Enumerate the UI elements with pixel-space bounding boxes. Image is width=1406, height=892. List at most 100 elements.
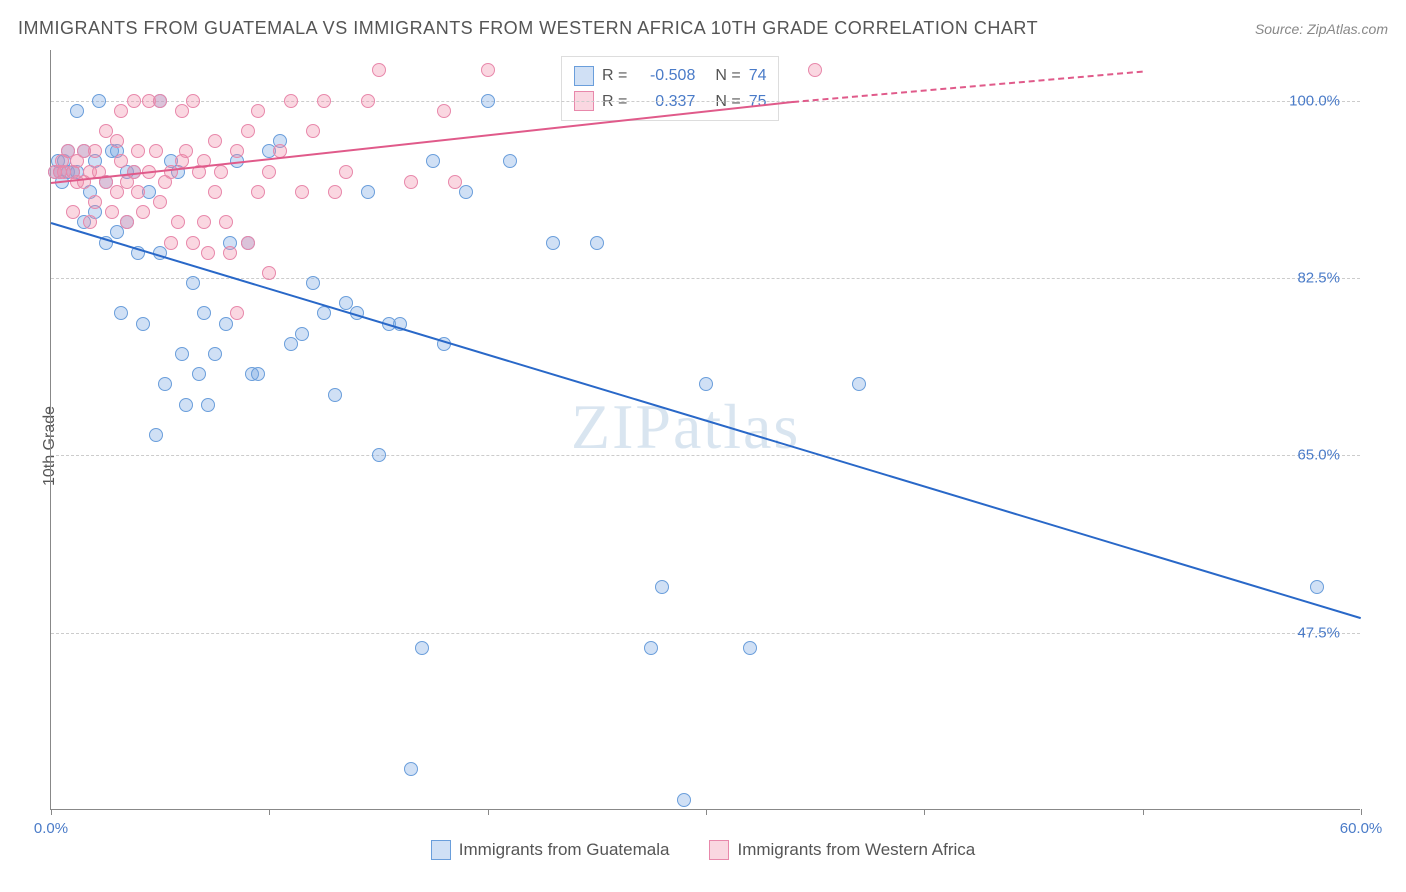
scatter-point: [426, 154, 440, 168]
scatter-point: [179, 398, 193, 412]
x-tick-label: 60.0%: [1340, 820, 1383, 837]
scatter-point: [110, 225, 124, 239]
n-label: N =: [715, 63, 740, 89]
gridline-h: [51, 101, 1360, 102]
y-tick-label: 100.0%: [1289, 92, 1340, 109]
x-tick: [1143, 809, 1144, 815]
scatter-point: [197, 306, 211, 320]
scatter-point: [372, 63, 386, 77]
legend-label: Immigrants from Western Africa: [737, 840, 975, 860]
scatter-point: [175, 104, 189, 118]
x-tick: [924, 809, 925, 815]
legend-item: Immigrants from Western Africa: [709, 840, 975, 860]
scatter-point: [171, 215, 185, 229]
gridline-h: [51, 633, 1360, 634]
scatter-point: [131, 144, 145, 158]
trend-line: [51, 101, 794, 184]
legend-item: Immigrants from Guatemala: [431, 840, 670, 860]
scatter-point: [208, 347, 222, 361]
scatter-point: [179, 144, 193, 158]
y-tick-label: 47.5%: [1297, 624, 1340, 641]
x-tick: [488, 809, 489, 815]
n-value: 74: [749, 63, 767, 89]
scatter-point: [328, 388, 342, 402]
gridline-h: [51, 455, 1360, 456]
scatter-point: [197, 215, 211, 229]
scatter-point: [131, 185, 145, 199]
scatter-point: [114, 104, 128, 118]
scatter-point: [251, 185, 265, 199]
scatter-point: [149, 428, 163, 442]
scatter-point: [404, 762, 418, 776]
chart-title: IMMIGRANTS FROM GUATEMALA VS IMMIGRANTS …: [18, 18, 1038, 39]
scatter-point: [459, 185, 473, 199]
scatter-point: [110, 185, 124, 199]
gridline-h: [51, 278, 1360, 279]
r-label: R =: [602, 63, 627, 89]
scatter-point: [241, 124, 255, 138]
scatter-point: [251, 104, 265, 118]
scatter-point: [361, 94, 375, 108]
scatter-point: [306, 124, 320, 138]
scatter-point: [114, 154, 128, 168]
scatter-point: [110, 134, 124, 148]
scatter-point: [186, 276, 200, 290]
r-value: -0.508: [635, 63, 695, 89]
y-tick-label: 65.0%: [1297, 447, 1340, 464]
scatter-point: [339, 165, 353, 179]
scatter-point: [230, 306, 244, 320]
legend-swatch: [431, 840, 451, 860]
legend-label: Immigrants from Guatemala: [459, 840, 670, 860]
scatter-point: [251, 367, 265, 381]
scatter-point: [164, 236, 178, 250]
scatter-point: [317, 94, 331, 108]
scatter-point: [120, 215, 134, 229]
scatter-point: [295, 185, 309, 199]
scatter-point: [201, 398, 215, 412]
scatter-point: [158, 377, 172, 391]
scatter-point: [317, 306, 331, 320]
stats-legend: R =-0.508N =74R =0.337N =75: [561, 56, 779, 121]
bottom-legend: Immigrants from Guatemala Immigrants from…: [0, 840, 1406, 860]
scatter-point: [677, 793, 691, 807]
title-bar: IMMIGRANTS FROM GUATEMALA VS IMMIGRANTS …: [18, 18, 1388, 39]
scatter-point: [404, 175, 418, 189]
watermark: ZIPatlas: [571, 390, 800, 464]
scatter-point: [208, 134, 222, 148]
scatter-point: [175, 347, 189, 361]
scatter-point: [590, 236, 604, 250]
scatter-point: [644, 641, 658, 655]
scatter-point: [219, 215, 233, 229]
scatter-point: [241, 236, 255, 250]
scatter-point: [70, 104, 84, 118]
scatter-point: [372, 448, 386, 462]
scatter-point: [192, 367, 206, 381]
scatter-point: [437, 104, 451, 118]
x-tick: [51, 809, 52, 815]
x-tick: [706, 809, 707, 815]
legend-swatch: [709, 840, 729, 860]
scatter-point: [105, 205, 119, 219]
scatter-point: [284, 94, 298, 108]
scatter-point: [214, 165, 228, 179]
scatter-point: [186, 94, 200, 108]
scatter-point: [481, 94, 495, 108]
scatter-point: [230, 144, 244, 158]
scatter-point: [83, 215, 97, 229]
scatter-point: [361, 185, 375, 199]
plot-area: ZIPatlas R =-0.508N =74R =0.337N =75 47.…: [50, 50, 1360, 810]
scatter-point: [164, 165, 178, 179]
scatter-point: [328, 185, 342, 199]
scatter-point: [219, 317, 233, 331]
scatter-point: [262, 266, 276, 280]
x-tick: [269, 809, 270, 815]
scatter-point: [92, 94, 106, 108]
scatter-point: [208, 185, 222, 199]
scatter-point: [223, 246, 237, 260]
scatter-point: [743, 641, 757, 655]
scatter-point: [201, 246, 215, 260]
scatter-point: [546, 236, 560, 250]
scatter-point: [415, 641, 429, 655]
scatter-point: [66, 205, 80, 219]
scatter-point: [481, 63, 495, 77]
